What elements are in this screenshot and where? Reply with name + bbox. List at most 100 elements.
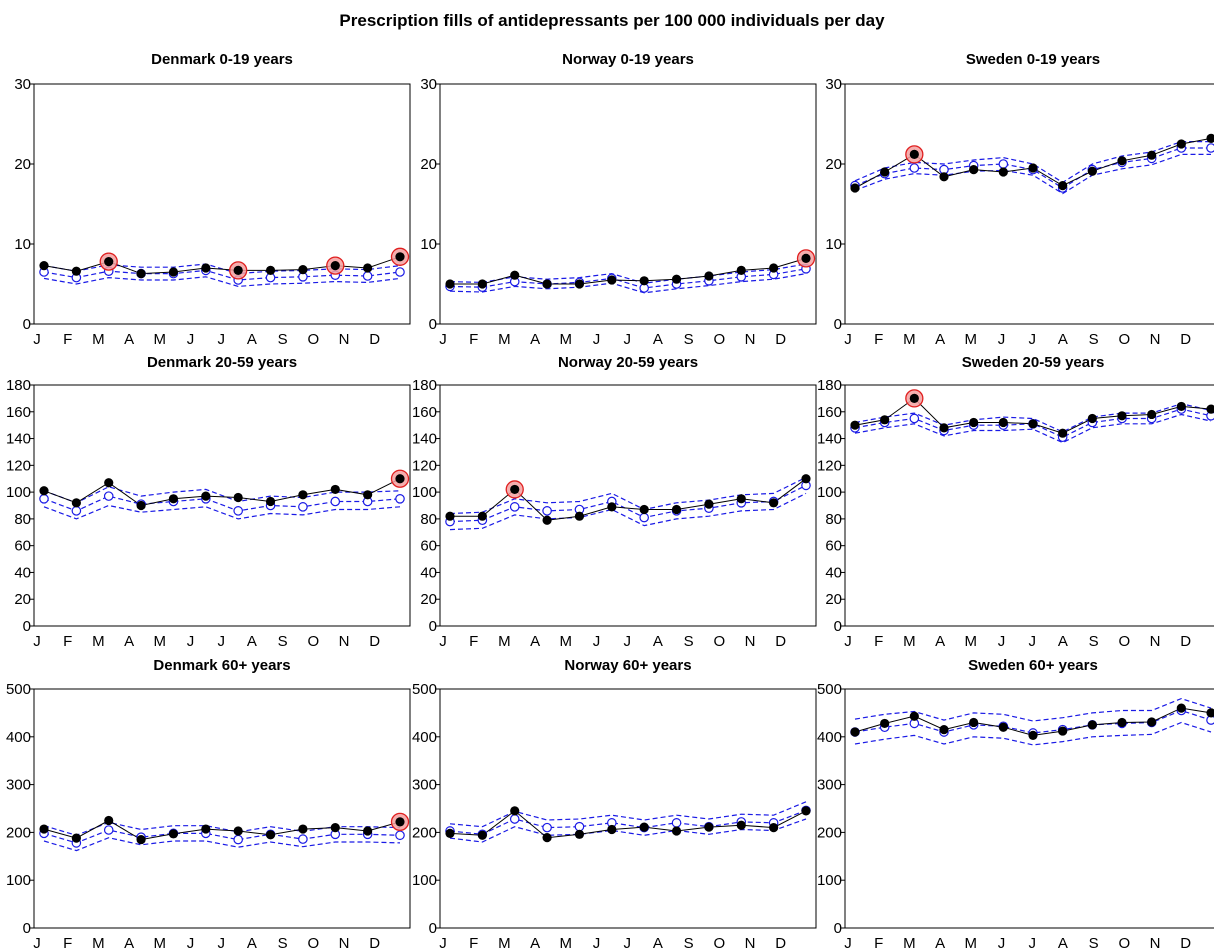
observed-point — [850, 183, 860, 193]
x-tick-label: M — [92, 935, 105, 952]
predicted-point — [998, 159, 1009, 169]
x-tick-label: S — [278, 935, 288, 952]
y-tick-label: 40 — [14, 564, 31, 581]
x-tick-label: F — [63, 331, 72, 348]
y-tick-label: 10 — [14, 236, 31, 253]
observed-point — [201, 491, 211, 501]
panel-8: Sweden 60+ years 0 100 200 300 400 500 J F M A M J J A… — [817, 657, 1214, 952]
observed-point — [639, 276, 649, 286]
lower-limit-line — [449, 492, 807, 531]
observed-line — [449, 810, 807, 839]
y-tick-label: 80 — [14, 511, 31, 528]
observed-point — [477, 511, 487, 521]
observed-point — [1028, 163, 1038, 173]
y-tick-label: 160 — [817, 404, 842, 421]
y-tick-label: 180 — [412, 377, 437, 394]
significant-ring — [229, 261, 248, 280]
observed-point — [1087, 166, 1097, 176]
panel-6: Denmark 60+ years 0 100 200 300 400 500 J F M A M J J… — [6, 657, 411, 952]
x-tick-label: A — [247, 633, 257, 650]
x-tick-label: O — [713, 935, 725, 952]
y-tick-label: 40 — [825, 564, 842, 581]
y-tick-label: 60 — [420, 538, 437, 555]
observed-point — [998, 722, 1008, 732]
observed-point — [880, 167, 890, 177]
y-tick-label: 20 — [420, 591, 437, 608]
x-tick-label: J — [439, 633, 447, 650]
observed-point — [1117, 717, 1127, 728]
x-tick-label: J — [593, 633, 601, 650]
y-tick-label: 180 — [6, 377, 31, 394]
observed-point — [542, 515, 552, 525]
x-tick-label: J — [187, 331, 195, 348]
x-tick-label: J — [217, 633, 225, 650]
y-tick-label: 10 — [420, 236, 437, 253]
observed-point — [736, 265, 746, 275]
x-tick-label: J — [1028, 633, 1036, 650]
observed-point — [542, 833, 552, 843]
observed-point — [671, 274, 682, 284]
x-tick-label: M — [154, 633, 167, 650]
x-tick-label: F — [874, 331, 883, 348]
observed-point — [39, 261, 49, 271]
observed-line — [43, 478, 401, 507]
panel-title: Sweden 60+ years — [968, 657, 1098, 674]
x-tick-label: S — [684, 331, 694, 348]
x-tick-label: N — [339, 633, 350, 650]
x-tick-label: F — [469, 935, 478, 952]
x-tick-label: S — [278, 633, 288, 650]
predicted-point — [298, 834, 308, 844]
observed-point — [704, 822, 714, 832]
x-tick-label: D — [1180, 935, 1191, 952]
observed-point — [136, 269, 146, 279]
x-tick-label: M — [903, 633, 916, 650]
observed-point — [736, 820, 746, 830]
y-tick-label: 200 — [6, 824, 31, 841]
observed-point — [1147, 409, 1157, 420]
observed-point — [939, 725, 949, 735]
observed-point — [542, 279, 552, 289]
x-tick-label: D — [775, 331, 786, 348]
x-tick-label: S — [1089, 331, 1099, 348]
observed-point — [969, 717, 979, 728]
x-tick-label: J — [33, 935, 41, 952]
y-tick-label: 0 — [834, 920, 842, 937]
predicted-line — [43, 495, 401, 512]
x-tick-label: M — [498, 935, 511, 952]
observed-point — [998, 417, 1008, 428]
predicted-point — [1206, 143, 1214, 153]
observed-point — [939, 172, 949, 182]
y-tick-label: 140 — [6, 431, 31, 448]
predicted-point — [671, 818, 682, 828]
predicted-point — [103, 825, 114, 835]
observed-point — [363, 263, 373, 273]
panel-3: Denmark 20-59 years 0 20 40 60 80 100 120 140 160… — [6, 354, 411, 650]
y-tick-label: 60 — [825, 538, 842, 555]
observed-point — [201, 824, 211, 834]
x-tick-label: M — [903, 331, 916, 348]
x-tick-label: N — [1150, 935, 1161, 952]
observed-point — [909, 711, 919, 721]
observed-point — [265, 830, 276, 840]
y-tick-label: 300 — [817, 777, 842, 794]
y-tick-label: 140 — [817, 431, 842, 448]
upper-limit-line — [43, 486, 401, 504]
y-tick-label: 20 — [14, 156, 31, 173]
observed-point — [265, 265, 276, 275]
observed-point — [969, 417, 979, 428]
y-tick-label: 0 — [834, 316, 842, 333]
y-tick-label: 100 — [817, 872, 842, 889]
observed-point — [395, 474, 405, 484]
x-tick-label: D — [1180, 331, 1191, 348]
panel-title: Sweden 0-19 years — [966, 51, 1100, 68]
predicted-point — [909, 163, 920, 173]
observed-point — [71, 833, 81, 843]
y-tick-label: 0 — [429, 316, 437, 333]
y-tick-label: 20 — [420, 156, 437, 173]
observed-point — [671, 504, 682, 515]
y-tick-label: 100 — [412, 484, 437, 501]
x-tick-label: D — [775, 935, 786, 952]
panel-0: Denmark 0-19 years 0 10 20 30 J F M A M J J A S O N D — [14, 51, 411, 348]
observed-point — [298, 824, 308, 834]
